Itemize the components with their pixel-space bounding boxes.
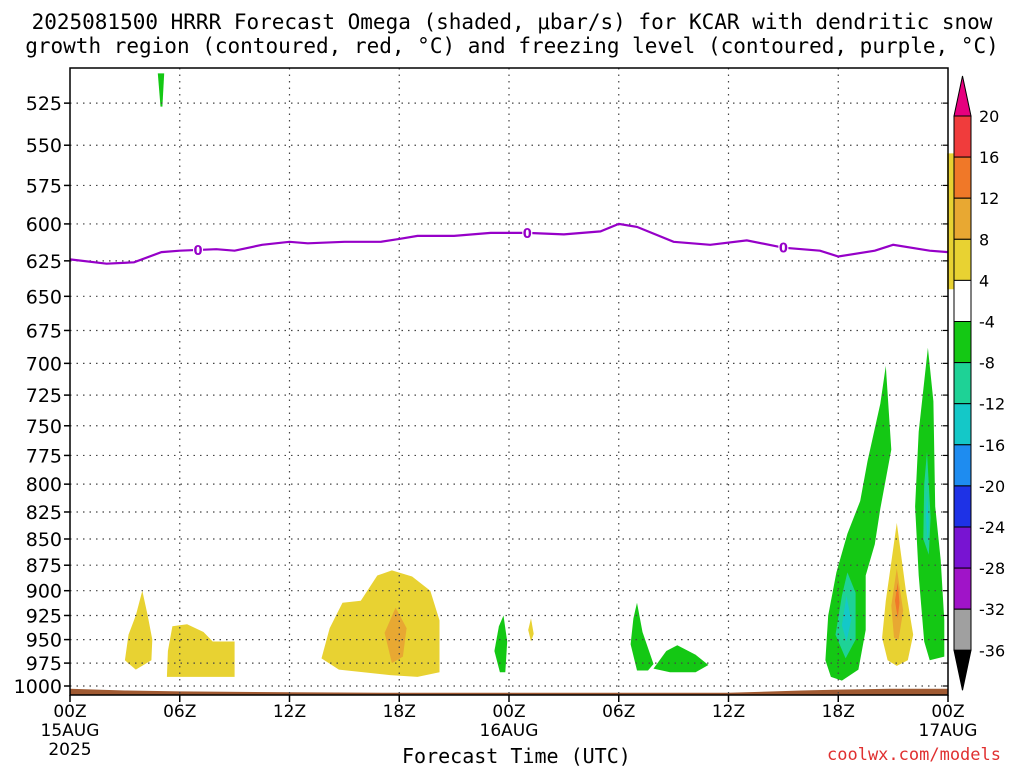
colorbar-segment-10 bbox=[953, 485, 972, 528]
colorbar-top-arrow bbox=[953, 75, 972, 117]
colorbar-segment-4 bbox=[953, 238, 972, 281]
x-tick-label-h6: 06Z bbox=[163, 702, 196, 722]
y-tick-label-1000: 1000 bbox=[14, 676, 62, 698]
y-tick-label-725: 725 bbox=[26, 385, 62, 407]
y-tick-label-850: 850 bbox=[26, 529, 62, 551]
colorbar-label-6: -8 bbox=[979, 354, 995, 373]
omega-region-4 bbox=[384, 607, 407, 664]
colorbar-label-3: 8 bbox=[979, 230, 989, 249]
y-tick-label-750: 750 bbox=[26, 416, 62, 438]
colorbar-label-9: -20 bbox=[979, 477, 1005, 496]
y-tick-label-600: 600 bbox=[26, 214, 62, 236]
y-tick-label-675: 675 bbox=[26, 320, 62, 342]
colorbar-label-7: -12 bbox=[979, 395, 1005, 414]
y-tick-label-525: 525 bbox=[26, 93, 62, 115]
x-tick-label-h42: 18Z bbox=[822, 702, 855, 722]
freezing-level-label-0: 0 bbox=[194, 244, 203, 259]
x-tick-date-h48: 17AUG bbox=[919, 721, 978, 741]
colorbar-segment-12 bbox=[953, 567, 972, 610]
y-tick-label-825: 825 bbox=[26, 502, 62, 524]
freezing-label-bg-1 bbox=[522, 225, 533, 240]
y-tick-label-975: 975 bbox=[26, 653, 62, 675]
omega-region-3 bbox=[321, 570, 440, 677]
y-tick-label-575: 575 bbox=[26, 175, 62, 197]
y-tick-label-650: 650 bbox=[26, 286, 62, 308]
colorbar-label-8: -16 bbox=[979, 436, 1005, 455]
colorbar-label-11: -28 bbox=[979, 559, 1005, 578]
freezing-level-label-1: 0 bbox=[523, 227, 532, 242]
colorbar-segment-7 bbox=[953, 362, 972, 405]
y-tick-label-925: 925 bbox=[26, 605, 62, 627]
omega-region-5 bbox=[494, 615, 508, 673]
x-tick-label-h36: 12Z bbox=[712, 702, 745, 722]
y-tick-label-625: 625 bbox=[26, 251, 62, 273]
omega-region-7 bbox=[630, 602, 654, 671]
colorbar-label-12: -32 bbox=[979, 600, 1005, 619]
freezing-level-line bbox=[69, 222, 949, 265]
colorbar-segment-1 bbox=[953, 115, 972, 158]
colorbar-segment-6 bbox=[953, 321, 972, 364]
x-tick-date-h0: 15AUG bbox=[41, 721, 100, 741]
omega-region-17 bbox=[926, 489, 929, 545]
omega-region-2 bbox=[166, 624, 235, 677]
colorbar-label-0: 20 bbox=[979, 107, 999, 126]
omega-region-14 bbox=[895, 582, 900, 619]
freezing-level-label-2: 0 bbox=[779, 242, 788, 257]
omega-region-6 bbox=[528, 618, 534, 642]
omega-region-1 bbox=[124, 590, 153, 670]
freezing-label-bg-0 bbox=[193, 242, 204, 257]
colorbar-segment-5 bbox=[953, 279, 972, 322]
colorbar-segment-2 bbox=[953, 156, 972, 199]
colorbar-segment-8 bbox=[953, 403, 972, 446]
colorbar-segment-3 bbox=[953, 197, 972, 240]
freezing-label-bg-2 bbox=[778, 240, 789, 255]
title-line-1: 2025081500 HRRR Forecast Omega (shaded, … bbox=[31, 10, 993, 34]
colorbar-label-5: -4 bbox=[979, 313, 995, 332]
colorbar-label-2: 12 bbox=[979, 189, 999, 208]
omega-region-0 bbox=[157, 73, 165, 107]
y-tick-label-950: 950 bbox=[26, 630, 62, 652]
colorbar-segment-11 bbox=[953, 526, 972, 569]
colorbar-segment-13 bbox=[953, 608, 972, 651]
x-axis-label: Forecast Time (UTC) bbox=[402, 744, 631, 768]
omega-region-8 bbox=[653, 645, 709, 673]
y-tick-label-700: 700 bbox=[26, 353, 62, 375]
credit-text: coolwx.com/models bbox=[827, 745, 1001, 765]
y-tick-label-800: 800 bbox=[26, 474, 62, 496]
y-tick-label-775: 775 bbox=[26, 445, 62, 467]
y-tick-label-550: 550 bbox=[26, 135, 62, 157]
x-tick-year-h0: 2025 bbox=[48, 740, 91, 760]
x-tick-label-h12: 12Z bbox=[273, 702, 306, 722]
x-tick-label-h24: 00Z bbox=[492, 702, 525, 722]
colorbar-segment-9 bbox=[953, 444, 972, 487]
x-tick-label-h18: 18Z bbox=[383, 702, 416, 722]
colorbar-label-10: -24 bbox=[979, 518, 1005, 537]
x-tick-label-h0: 00Z bbox=[53, 702, 86, 722]
x-tick-date-h24: 16AUG bbox=[480, 721, 539, 741]
colorbar-label-1: 16 bbox=[979, 148, 999, 167]
y-tick-label-875: 875 bbox=[26, 555, 62, 577]
title-line-2: growth region (contoured, red, °C) and f… bbox=[25, 34, 999, 58]
y-tick-label-900: 900 bbox=[26, 581, 62, 603]
colorbar-label-13: -36 bbox=[979, 641, 1005, 660]
colorbar-label-4: 4 bbox=[979, 271, 989, 290]
omega-region-11 bbox=[841, 595, 852, 642]
colorbar-bottom-arrow bbox=[953, 649, 972, 691]
x-tick-label-h30: 06Z bbox=[602, 702, 635, 722]
x-tick-label-h48: 00Z bbox=[931, 702, 964, 722]
